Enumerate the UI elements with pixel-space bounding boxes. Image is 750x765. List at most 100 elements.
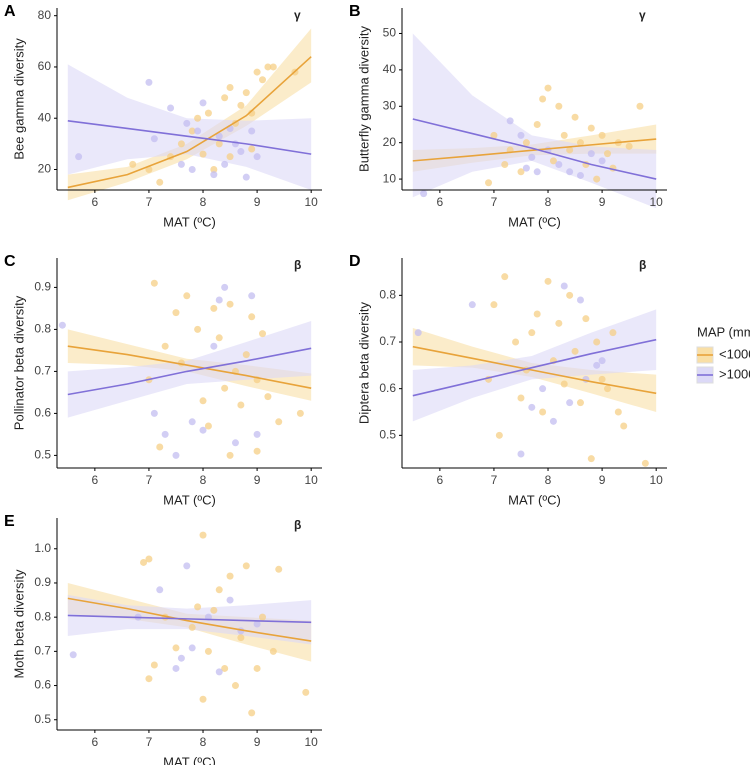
panel: 20 40 60 80 6 7 8 9 10 MAT (ºC) Bee gamma diversit… <box>4 3 322 229</box>
fit-line <box>67 119 312 155</box>
point <box>587 150 595 158</box>
x-tick-label: 9 <box>254 473 261 487</box>
y-tick-label: 0.6 <box>34 406 51 420</box>
point <box>269 647 277 655</box>
point <box>226 83 234 91</box>
point <box>539 408 547 416</box>
point <box>172 644 180 652</box>
point <box>593 338 601 346</box>
x-tick-label: 7 <box>146 735 153 749</box>
point <box>194 114 202 122</box>
point <box>253 620 261 628</box>
point <box>242 562 250 570</box>
diversity-symbol: γ <box>639 8 646 22</box>
y-axis-label: Pollinator beta diversity <box>11 295 26 430</box>
confidence-band <box>67 321 312 418</box>
point <box>566 168 574 176</box>
point <box>248 127 256 135</box>
point <box>468 301 476 309</box>
fit-line <box>67 614 312 624</box>
x-tick-label: 7 <box>146 473 153 487</box>
point <box>221 664 229 672</box>
point <box>183 119 191 127</box>
point <box>544 277 552 285</box>
point <box>253 447 261 455</box>
point <box>576 399 584 407</box>
point <box>253 153 261 161</box>
point <box>296 409 304 417</box>
point <box>264 393 272 401</box>
fit-line <box>67 347 312 396</box>
point <box>420 190 428 198</box>
point <box>555 161 563 169</box>
y-tick-label: 0.8 <box>34 322 51 336</box>
fit-line <box>412 118 657 180</box>
point <box>587 124 595 132</box>
point <box>544 84 552 92</box>
point <box>517 450 525 458</box>
x-tick-label: 6 <box>437 195 444 209</box>
y-tick-label: 20 <box>383 135 397 149</box>
point <box>226 451 234 459</box>
point <box>204 647 212 655</box>
panel: 0.5 0.6 0.7 0.8 6 7 8 9 10 MAT (ºC) Diptera beta d… <box>349 253 750 507</box>
x-tick-label: 8 <box>545 195 552 209</box>
x-tick-label: 10 <box>650 473 664 487</box>
point <box>199 397 207 405</box>
point <box>522 164 530 172</box>
point <box>566 291 574 299</box>
point <box>490 131 498 139</box>
point <box>204 422 212 430</box>
fit-line <box>412 138 657 162</box>
diversity-symbol: β <box>639 258 646 272</box>
y-tick-label: 0.5 <box>379 428 396 442</box>
y-axis-label: Butterfly gamma diversity <box>356 26 371 172</box>
point <box>194 325 202 333</box>
point <box>560 131 568 139</box>
point <box>194 127 202 135</box>
panel: 0.5 0.6 0.7 0.8 0.9 1.0 6 7 8 9 10 MAT (ºC) Moth bet… <box>4 513 322 765</box>
point <box>614 408 622 416</box>
point <box>188 127 196 135</box>
fit-line <box>412 345 657 395</box>
x-axis-label: MAT (ºC) <box>163 214 216 229</box>
point <box>248 313 256 321</box>
point <box>237 101 245 109</box>
panel-label: A <box>4 3 16 20</box>
y-axis-label: Bee gamma diversity <box>11 38 26 160</box>
point <box>259 613 267 621</box>
point <box>69 651 77 659</box>
point <box>604 385 612 393</box>
point <box>177 160 185 168</box>
point <box>587 455 595 463</box>
point <box>210 171 218 179</box>
point <box>533 310 541 318</box>
point <box>609 329 617 337</box>
x-tick-label: 8 <box>200 195 207 209</box>
point <box>582 315 590 323</box>
point <box>215 132 223 140</box>
y-tick-label: 0.7 <box>34 364 51 378</box>
point <box>414 329 422 337</box>
legend-title: MAP (mm) <box>697 324 750 339</box>
confidence-band <box>67 64 312 190</box>
point <box>248 709 256 717</box>
x-tick-label: 7 <box>146 195 153 209</box>
point <box>150 279 158 287</box>
point <box>129 160 137 168</box>
point <box>253 68 261 76</box>
point <box>517 168 525 176</box>
point <box>549 157 557 165</box>
y-tick-label: 40 <box>38 110 52 124</box>
point <box>571 113 579 121</box>
point <box>269 63 277 71</box>
x-tick-label: 9 <box>599 195 606 209</box>
y-tick-label: 80 <box>38 8 52 22</box>
x-tick-label: 8 <box>200 735 207 749</box>
point <box>560 380 568 388</box>
fit-line <box>67 597 312 642</box>
point <box>522 139 530 147</box>
point <box>275 565 283 573</box>
point <box>172 451 180 459</box>
